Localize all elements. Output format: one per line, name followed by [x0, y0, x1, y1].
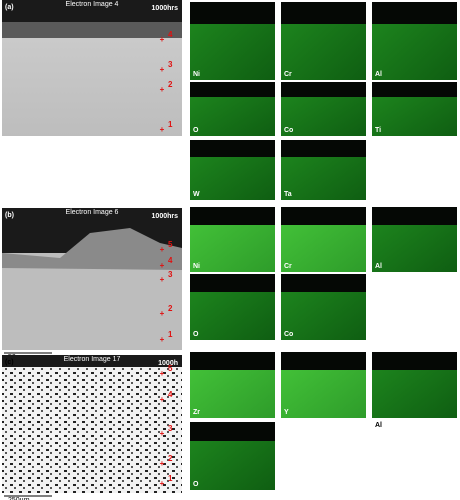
point-marker: +	[160, 459, 165, 468]
scale-label: 250µm	[8, 497, 30, 500]
map-label: Ni	[193, 263, 200, 270]
map-label: Y	[284, 409, 289, 416]
point-label: 4	[168, 256, 173, 265]
map-label: O	[193, 127, 199, 134]
eds-map-dark	[372, 352, 457, 370]
eds-map-dark	[190, 274, 275, 292]
map-label: Al	[375, 71, 382, 78]
point-label: 1	[168, 474, 173, 483]
eds-map-dark	[190, 352, 275, 370]
point-label: 3	[168, 270, 173, 279]
point-label: 5	[168, 364, 173, 373]
point-marker: +	[160, 85, 165, 94]
eds-map-dark	[190, 140, 275, 157]
coating-layer	[2, 228, 182, 270]
eds-map-dark	[281, 82, 366, 97]
micrograph-dark	[2, 0, 182, 22]
eds-map-dark	[372, 2, 457, 24]
map-label: O	[193, 331, 199, 338]
point-marker: +	[160, 479, 165, 488]
point-label: 1	[168, 330, 173, 339]
point-marker: +	[160, 275, 165, 284]
map-label: W	[193, 191, 200, 198]
time-label: 1000h	[158, 360, 178, 367]
eds-map-dark	[190, 422, 275, 441]
panel-label: (c)	[5, 359, 14, 366]
point-label: 2	[168, 454, 173, 463]
map-label: Cr	[284, 71, 292, 78]
map-label: Ta	[284, 191, 292, 198]
eds-map-dark	[281, 274, 366, 292]
image-title: Electron Image 4	[66, 1, 119, 8]
map-label: Ni	[193, 71, 200, 78]
point-marker: +	[160, 369, 165, 378]
micrograph-dark	[2, 355, 182, 367]
eds-map-dark	[281, 2, 366, 24]
point-marker: +	[160, 125, 165, 134]
eds-map-dark	[190, 207, 275, 225]
map-label: Al	[375, 422, 382, 429]
point-marker: +	[160, 429, 165, 438]
point-marker: +	[160, 395, 165, 404]
coating-layer	[2, 22, 182, 38]
point-label: 3	[168, 424, 173, 433]
map-label: Ti	[375, 127, 381, 134]
map-label: Zr	[193, 409, 200, 416]
map-label: Al	[375, 263, 382, 270]
map-label: Cr	[284, 263, 292, 270]
micrograph	[2, 355, 182, 493]
point-label: 4	[168, 30, 173, 39]
point-marker: +	[160, 261, 165, 270]
point-label: 3	[168, 60, 173, 69]
point-label: 1	[168, 120, 173, 129]
point-label: 2	[168, 304, 173, 313]
time-label: 1000hrs	[152, 213, 179, 220]
point-marker: +	[160, 245, 165, 254]
point-marker: +	[160, 65, 165, 74]
panel-label: (b)	[5, 212, 14, 219]
eds-map-dark	[281, 207, 366, 225]
map-label: Co	[284, 331, 293, 338]
time-label: 1000hrs	[152, 5, 179, 12]
image-title: Electron Image 6	[66, 209, 119, 216]
map-label: Co	[284, 127, 293, 134]
point-label: 2	[168, 80, 173, 89]
point-marker: +	[160, 35, 165, 44]
image-title: Electron Image 17	[64, 356, 121, 363]
map-label: O	[193, 481, 199, 488]
eds-map-dark	[281, 352, 366, 370]
eds-map-dark	[372, 82, 457, 97]
point-marker: +	[160, 309, 165, 318]
eds-map-dark	[190, 82, 275, 97]
point-label: 4	[168, 390, 173, 399]
panel-label: (a)	[5, 4, 14, 11]
point-marker: +	[160, 335, 165, 344]
eds-map-dark	[281, 140, 366, 157]
eds-map-dark	[372, 207, 457, 225]
point-label: 5	[168, 240, 173, 249]
eds-map-dark	[190, 2, 275, 24]
